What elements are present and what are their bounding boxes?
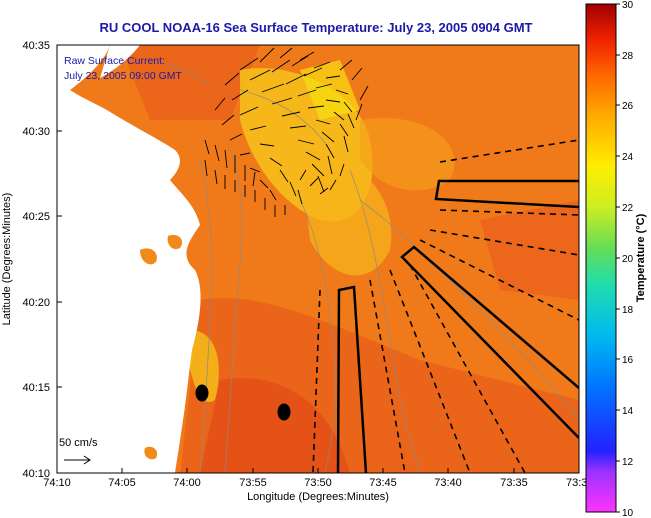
solid-beam-outlines (336, 179, 579, 473)
colorbar-tick-label: 26 (622, 101, 634, 112)
x-tick-label: 73:50 (304, 477, 332, 489)
colorbar-tick-label: 18 (622, 305, 634, 316)
dashed-transect-lines (312, 139, 579, 473)
x-axis: 74:10 74:05 74:00 73:55 73:50 73:45 73:4… (43, 468, 587, 503)
bay-island (140, 248, 157, 265)
colorbar-label: Temperature (°C) (635, 213, 647, 302)
y-tick-label: 40:10 (22, 468, 50, 480)
colorbar: 30 28 26 24 22 20 18 16 14 12 10 Tempera… (585, 0, 647, 518)
current-label-line2: July 23, 2005 09:00 GMT (64, 70, 182, 82)
y-axis: 40:35 40:30 40:25 40:20 40:15 40:10 Lati… (1, 40, 62, 480)
colorbar-tick-label: 14 (622, 406, 634, 417)
colorbar-tick-label: 20 (622, 254, 634, 265)
map-title: RU COOL NOAA-16 Sea Surface Temperature:… (99, 20, 532, 35)
x-tick-label: 74:10 (43, 477, 71, 489)
colorbar-tick-label: 28 (622, 51, 634, 62)
x-tick-label: 74:00 (173, 477, 201, 489)
y-tick-label: 40:35 (22, 40, 50, 52)
radar-site-marker (195, 384, 209, 402)
colorbar-tick-label: 30 (622, 0, 634, 11)
scale-arrow-icon (64, 455, 91, 465)
bathymetry-contours (149, 59, 579, 473)
sst-warm-north (120, 45, 260, 120)
y-axis-label: Latitude (Degrees:Minutes) (1, 193, 13, 326)
map-plot-area (57, 45, 579, 473)
x-tick-label: 73:45 (369, 477, 397, 489)
y-tick-label: 40:15 (22, 382, 50, 394)
x-tick-label: 73:55 (239, 477, 267, 489)
y-tick-label: 40:30 (22, 126, 50, 138)
y-tick-label: 40:20 (22, 297, 50, 309)
x-tick-label: 73:3 (566, 477, 587, 489)
bay-island (144, 446, 158, 460)
land-coastline (57, 45, 201, 473)
colorbar-tick-label: 10 (622, 508, 634, 518)
colorbar-tick-label: 12 (622, 457, 634, 468)
sst-cool-center (300, 150, 392, 276)
bay-island (167, 234, 183, 250)
sst-hot-patch (200, 378, 350, 473)
land-north-spit (100, 45, 140, 78)
scale-label: 50 cm/s (59, 437, 98, 449)
x-axis-label: Longitude (Degrees:Minutes) (247, 491, 389, 503)
current-label-line1: Raw Surface Current: (64, 55, 165, 67)
colorbar-gradient (585, 3, 617, 513)
surface-current-vectors (204, 47, 369, 217)
x-tick-label: 74:05 (108, 477, 136, 489)
colorbar-tick-label: 16 (622, 355, 634, 366)
colorbar-tick-label: 22 (622, 203, 634, 214)
y-tick-label: 40:25 (22, 211, 50, 223)
radar-site-marker (277, 403, 291, 421)
sst-cool-coastal (188, 330, 219, 402)
sst-coolest (300, 60, 360, 120)
sst-mid-ne (360, 118, 455, 191)
x-tick-label: 73:35 (500, 477, 528, 489)
x-tick-label: 73:40 (434, 477, 462, 489)
colorbar-tick-label: 24 (622, 152, 634, 163)
sst-warm-east (480, 200, 579, 300)
